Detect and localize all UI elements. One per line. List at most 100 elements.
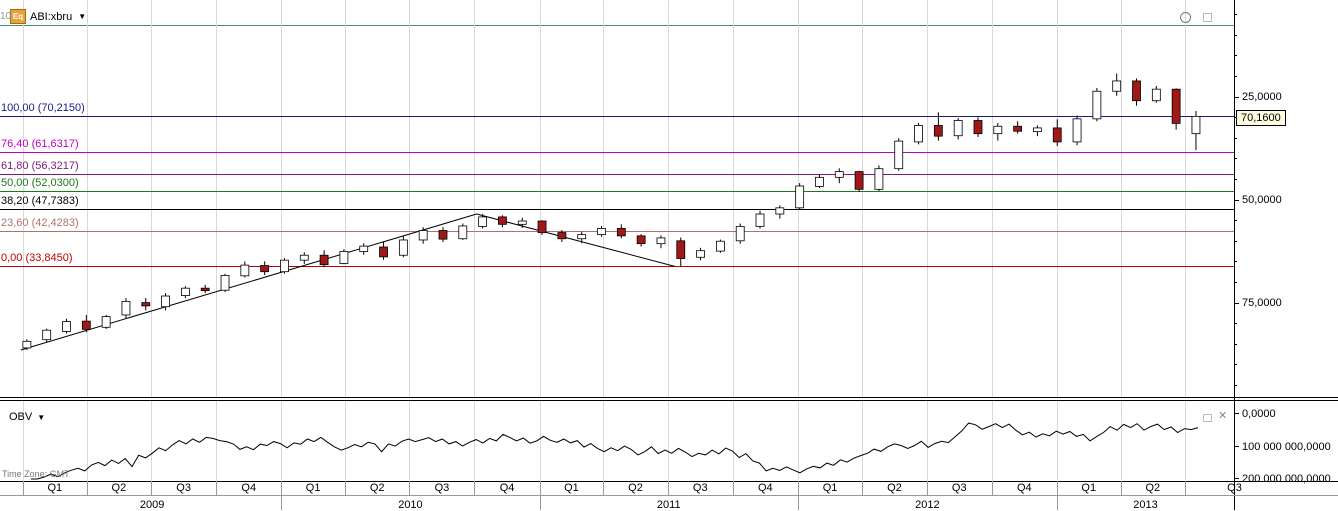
candle-body <box>161 295 170 308</box>
candle-body <box>696 250 705 258</box>
candle-body <box>577 234 587 240</box>
fib-label: 76,40 (61,6317) <box>1 137 79 150</box>
fib-label: 38,20 (47,7383) <box>1 194 79 207</box>
quarter-label: Q3 <box>1227 482 1242 494</box>
quarter-label: Q4 <box>1017 482 1032 494</box>
candle-body <box>101 316 111 328</box>
year-label: 2011 <box>656 499 681 511</box>
quarter-label: Q2 <box>111 482 127 494</box>
candle-body <box>359 245 369 252</box>
quarter-label: Q1 <box>305 482 321 494</box>
candle-body <box>438 230 448 240</box>
candle-body <box>735 225 745 242</box>
quarter-label: Q1 <box>564 482 579 494</box>
obv-dropdown-icon[interactable]: ▼ <box>37 413 46 422</box>
quarter-label: Q3 <box>176 482 191 494</box>
restore-icon[interactable] <box>1203 13 1212 22</box>
year-label: 2012 <box>915 499 940 511</box>
quarter-label: Q2 <box>628 482 643 494</box>
candle-body <box>478 216 488 227</box>
candle-body <box>180 287 190 296</box>
obv-close-icon[interactable]: ✕ <box>1218 410 1228 422</box>
trendline <box>476 213 675 267</box>
trendline <box>20 213 477 351</box>
quarter-label: Q4 <box>758 482 773 494</box>
fib-label: 100,00 (70,2150) <box>1 101 85 114</box>
candle-body <box>1092 90 1102 120</box>
fib-label: 23,60 (42,4283) <box>1 216 79 229</box>
fib-label: 50,00 (52,0300) <box>1 176 79 189</box>
candle-body <box>299 254 309 261</box>
quarter-label: Q3 <box>692 482 708 494</box>
quarter-label: Q1 <box>822 482 838 494</box>
quarter-label: Q2 <box>1145 482 1161 494</box>
year-label: 2013 <box>1133 499 1158 511</box>
quarter-label: Q4 <box>499 482 515 494</box>
candle-body <box>715 240 725 252</box>
candle-body <box>280 259 289 273</box>
obv-header[interactable]: OBV ▼ <box>9 411 45 423</box>
candle-body <box>597 228 606 236</box>
equity-icon: Eq <box>10 9 26 24</box>
last-price-tag: 70,1600 <box>1236 110 1286 126</box>
quarter-label: Q3 <box>951 482 967 494</box>
quarter-label: Q1 <box>1081 482 1097 494</box>
symbol-header[interactable]: Eq ABI:xbru ▼ <box>10 9 86 24</box>
candle-body <box>953 120 963 137</box>
candle-body <box>874 168 884 190</box>
candle-body <box>854 171 864 190</box>
clock-icon[interactable] <box>1180 12 1191 23</box>
fib-label: 61,80 (56,3217) <box>1 159 79 172</box>
candle-body <box>141 302 151 307</box>
obv-title: OBV <box>9 411 33 423</box>
candle-body <box>22 340 32 349</box>
candle-body <box>755 213 765 227</box>
obv-axis-label: 200 000 000,0000 <box>1242 472 1331 485</box>
candle-body <box>260 265 270 273</box>
candle-body <box>775 207 785 215</box>
quarter-label: Q2 <box>369 482 385 494</box>
price-axis-label: 25,0000 <box>1242 90 1282 103</box>
candle-body <box>200 287 210 292</box>
candle-body <box>1171 88 1181 124</box>
symbol-dropdown-icon[interactable]: ▼ <box>78 12 87 21</box>
candle-body <box>795 185 805 209</box>
candle-body <box>339 251 349 264</box>
candle-body <box>1013 125 1023 132</box>
price-axis-label: 75,0000 <box>1242 296 1282 309</box>
fib-label: 0,00 (33,8450) <box>1 251 73 264</box>
quarter-label: Q1 <box>47 482 63 494</box>
obv-axis-label: 100 000 000,0000 <box>1242 440 1331 453</box>
candle-body <box>379 246 388 258</box>
candle-body <box>537 220 547 233</box>
candle-body <box>517 220 527 225</box>
obv-restore-icon[interactable] <box>1203 414 1212 422</box>
candle-body <box>1072 118 1082 143</box>
candle-body <box>81 320 91 330</box>
candle-body <box>121 300 131 316</box>
candle-body <box>636 235 646 245</box>
candle-body <box>557 232 567 240</box>
quarter-label: Q3 <box>434 482 450 494</box>
quarter-label: Q4 <box>241 482 257 494</box>
candle-body <box>676 240 686 259</box>
candle-body <box>616 228 626 237</box>
candle-body <box>42 329 52 341</box>
candle-body <box>894 140 904 170</box>
candle-body <box>1033 127 1042 133</box>
price-axis-label: 50,0000 <box>1242 193 1282 206</box>
candle-body <box>933 125 943 137</box>
left-tick-label: 10 <box>0 11 12 22</box>
candle-body <box>498 216 507 225</box>
candle-body <box>418 230 428 241</box>
obv-axis-label: 0,0000 <box>1242 407 1276 420</box>
candle-body <box>656 237 666 245</box>
candle-body <box>1112 80 1122 92</box>
candle-body <box>1052 127 1062 143</box>
candle-body <box>1151 88 1161 102</box>
candle-body <box>319 254 329 266</box>
candle-body <box>398 239 408 256</box>
year-label: 2009 <box>139 499 165 511</box>
candle-body <box>220 275 230 291</box>
